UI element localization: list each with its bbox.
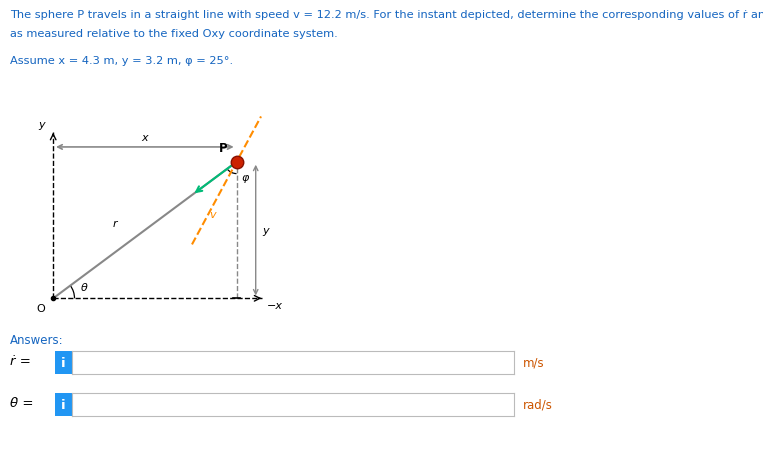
Text: y: y [38, 119, 45, 129]
Text: θ̇ =: θ̇ = [10, 396, 34, 409]
Text: θ: θ [81, 282, 88, 292]
Text: P: P [218, 142, 227, 155]
Text: −x: −x [267, 301, 283, 311]
Text: ṙ =: ṙ = [10, 354, 31, 367]
Text: Answers:: Answers: [10, 333, 63, 346]
Text: i: i [61, 398, 66, 411]
Text: φ: φ [242, 172, 249, 182]
Text: m/s: m/s [523, 356, 544, 369]
Text: r: r [113, 218, 118, 228]
Text: x: x [142, 132, 148, 142]
Text: y: y [262, 226, 269, 236]
Text: v: v [209, 210, 215, 220]
Text: The sphere P travels in a straight line with speed v = 12.2 m/s. For the instant: The sphere P travels in a straight line … [10, 10, 763, 20]
Text: as measured relative to the fixed Oxy coordinate system.: as measured relative to the fixed Oxy co… [10, 29, 338, 39]
Text: i: i [61, 356, 66, 369]
Text: O: O [36, 304, 45, 314]
Text: rad/s: rad/s [523, 398, 552, 411]
Text: Assume x = 4.3 m, y = 3.2 m, φ = 25°.: Assume x = 4.3 m, y = 3.2 m, φ = 25°. [10, 56, 233, 66]
